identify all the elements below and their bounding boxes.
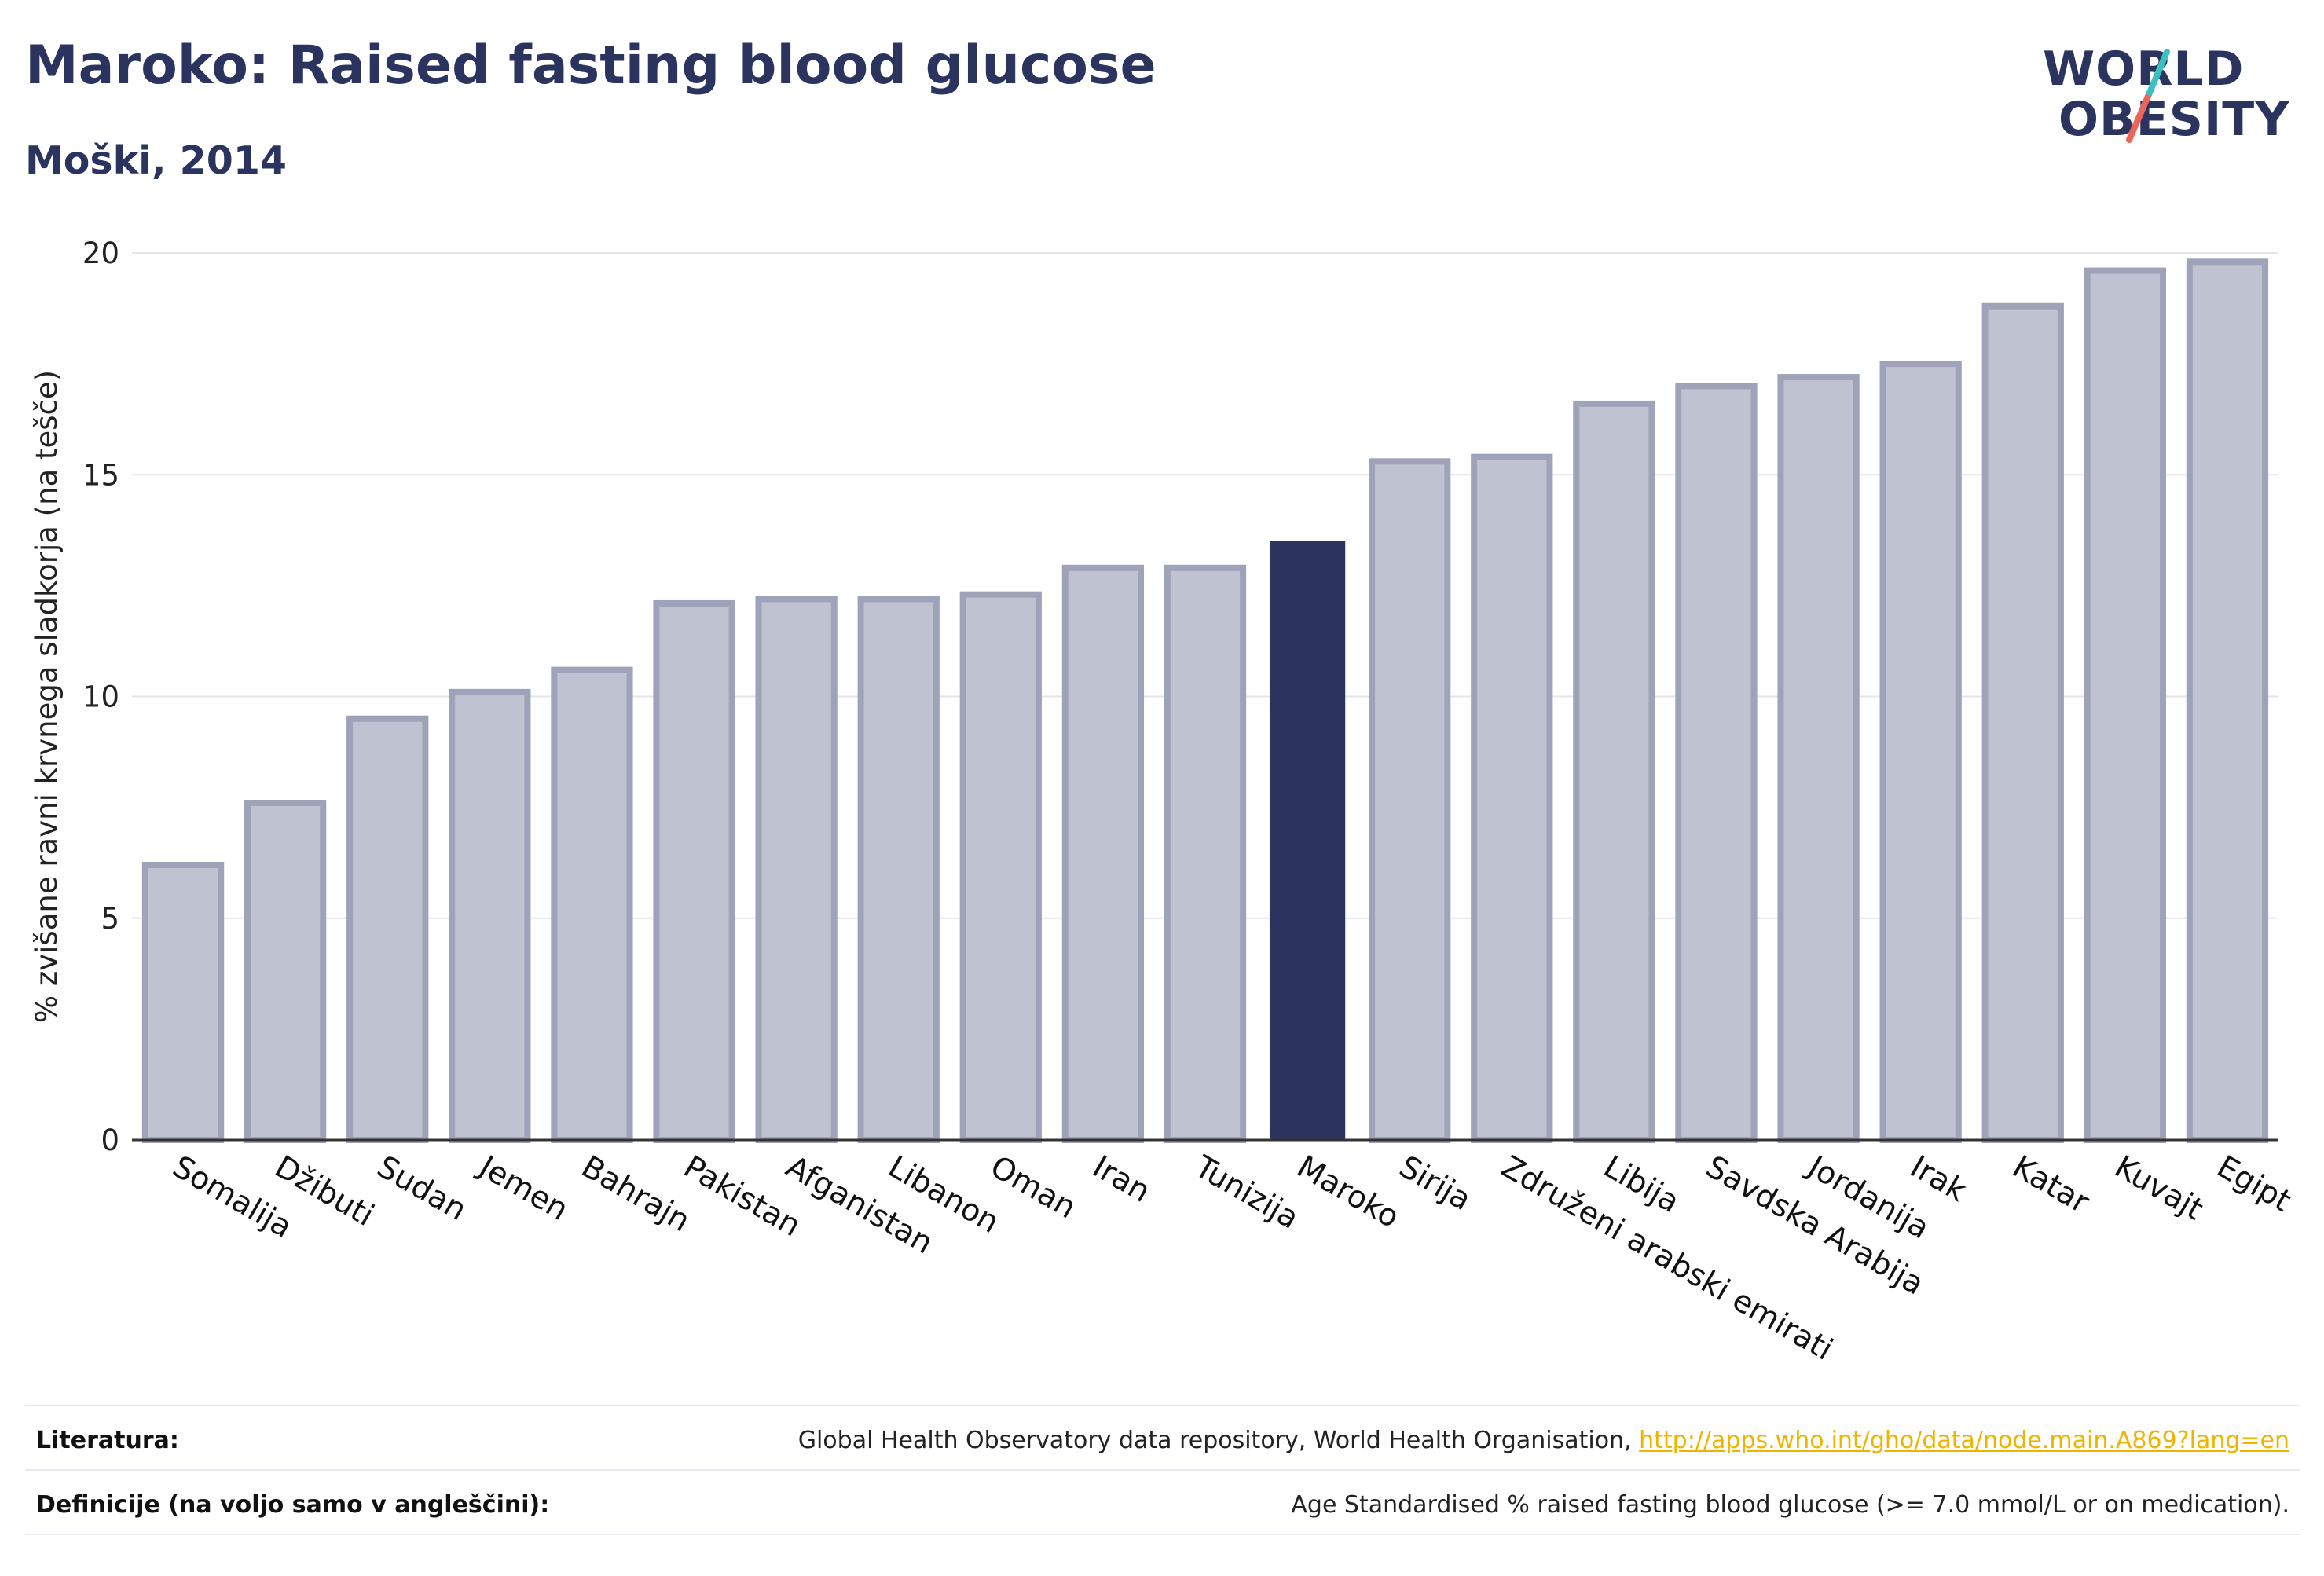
x-tick-label: Katar xyxy=(2007,1149,2095,1221)
footer-divider-bottom xyxy=(25,1534,2300,1535)
logo-slash-icon xyxy=(2126,49,2170,143)
logo-line-obesity: OBESITY xyxy=(2058,92,2290,147)
bar xyxy=(2186,258,2269,1143)
x-tick-label: Kuvajt xyxy=(2109,1149,2209,1228)
x-tick-label: Sirija xyxy=(1393,1149,1477,1219)
y-axis-label: % zvišane ravni krvnega sladkorja (na te… xyxy=(30,370,64,1023)
bar xyxy=(857,596,940,1143)
bar xyxy=(346,715,429,1143)
y-tick-label: 15 xyxy=(82,458,119,492)
x-tick-label: Egipt xyxy=(2211,1149,2297,1219)
bar xyxy=(653,599,735,1143)
bar-highlight xyxy=(1269,541,1346,1140)
bar xyxy=(2084,267,2166,1144)
logo-slash-red xyxy=(2126,90,2153,143)
y-tick-label: 5 xyxy=(101,902,119,936)
logo-slash-teal xyxy=(2146,49,2170,96)
literature-label: Literatura: xyxy=(36,1427,179,1454)
x-tick-label: Bahrajn xyxy=(575,1149,695,1239)
bar xyxy=(1879,361,1962,1143)
y-tick-label: 0 xyxy=(101,1123,119,1157)
bar xyxy=(1164,564,1247,1144)
bar xyxy=(551,666,633,1143)
footer-divider-top xyxy=(25,1405,2300,1406)
x-tick-label: Sudan xyxy=(371,1149,472,1228)
world-obesity-logo: WORLD OBESITY xyxy=(2043,22,2302,171)
bar xyxy=(755,596,838,1143)
bar xyxy=(959,591,1042,1144)
literature-value: Global Health Observatory data repositor… xyxy=(798,1427,2289,1454)
x-tick-label: Maroko xyxy=(1291,1149,1405,1236)
bar xyxy=(1777,374,1860,1143)
bar xyxy=(141,862,225,1143)
bar xyxy=(1675,383,1758,1144)
literature-text: Global Health Observatory data repositor… xyxy=(797,1427,1640,1454)
y-tick-label: 10 xyxy=(82,680,119,714)
footer-divider-middle xyxy=(25,1469,2300,1471)
x-tick-label: Tunizija xyxy=(1188,1149,1304,1237)
bar xyxy=(244,799,327,1143)
literature-link[interactable]: http://apps.who.int/gho/data/node.main.A… xyxy=(1639,1427,2289,1454)
definitions-text: Age Standardised % raised fasting blood … xyxy=(1291,1491,2289,1519)
x-tick-label: Pakistan xyxy=(678,1149,807,1244)
bar xyxy=(1369,458,1451,1143)
x-tick-label: Iran xyxy=(1087,1149,1156,1210)
x-tick-label: Irak xyxy=(1904,1149,1973,1209)
logo-line-world: WORLD xyxy=(2043,42,2245,97)
bar xyxy=(1471,453,1553,1144)
y-tick-label: 20 xyxy=(82,236,119,270)
x-tick-label: Jemen xyxy=(471,1148,574,1228)
chart-title: Maroko: Raised fasting blood glucose xyxy=(25,35,1157,97)
bar xyxy=(1061,564,1145,1144)
bar xyxy=(449,688,531,1143)
bar-chart: 0 5 10 15 20 % zvišane ravni krvnega sladkorj… xyxy=(30,236,2297,1368)
bar xyxy=(1981,302,2064,1144)
bar xyxy=(1573,400,1655,1143)
chart-subtitle: Moški, 2014 xyxy=(25,138,288,183)
definitions-label: Definicije (na voljo samo v angleščini): xyxy=(36,1491,550,1519)
